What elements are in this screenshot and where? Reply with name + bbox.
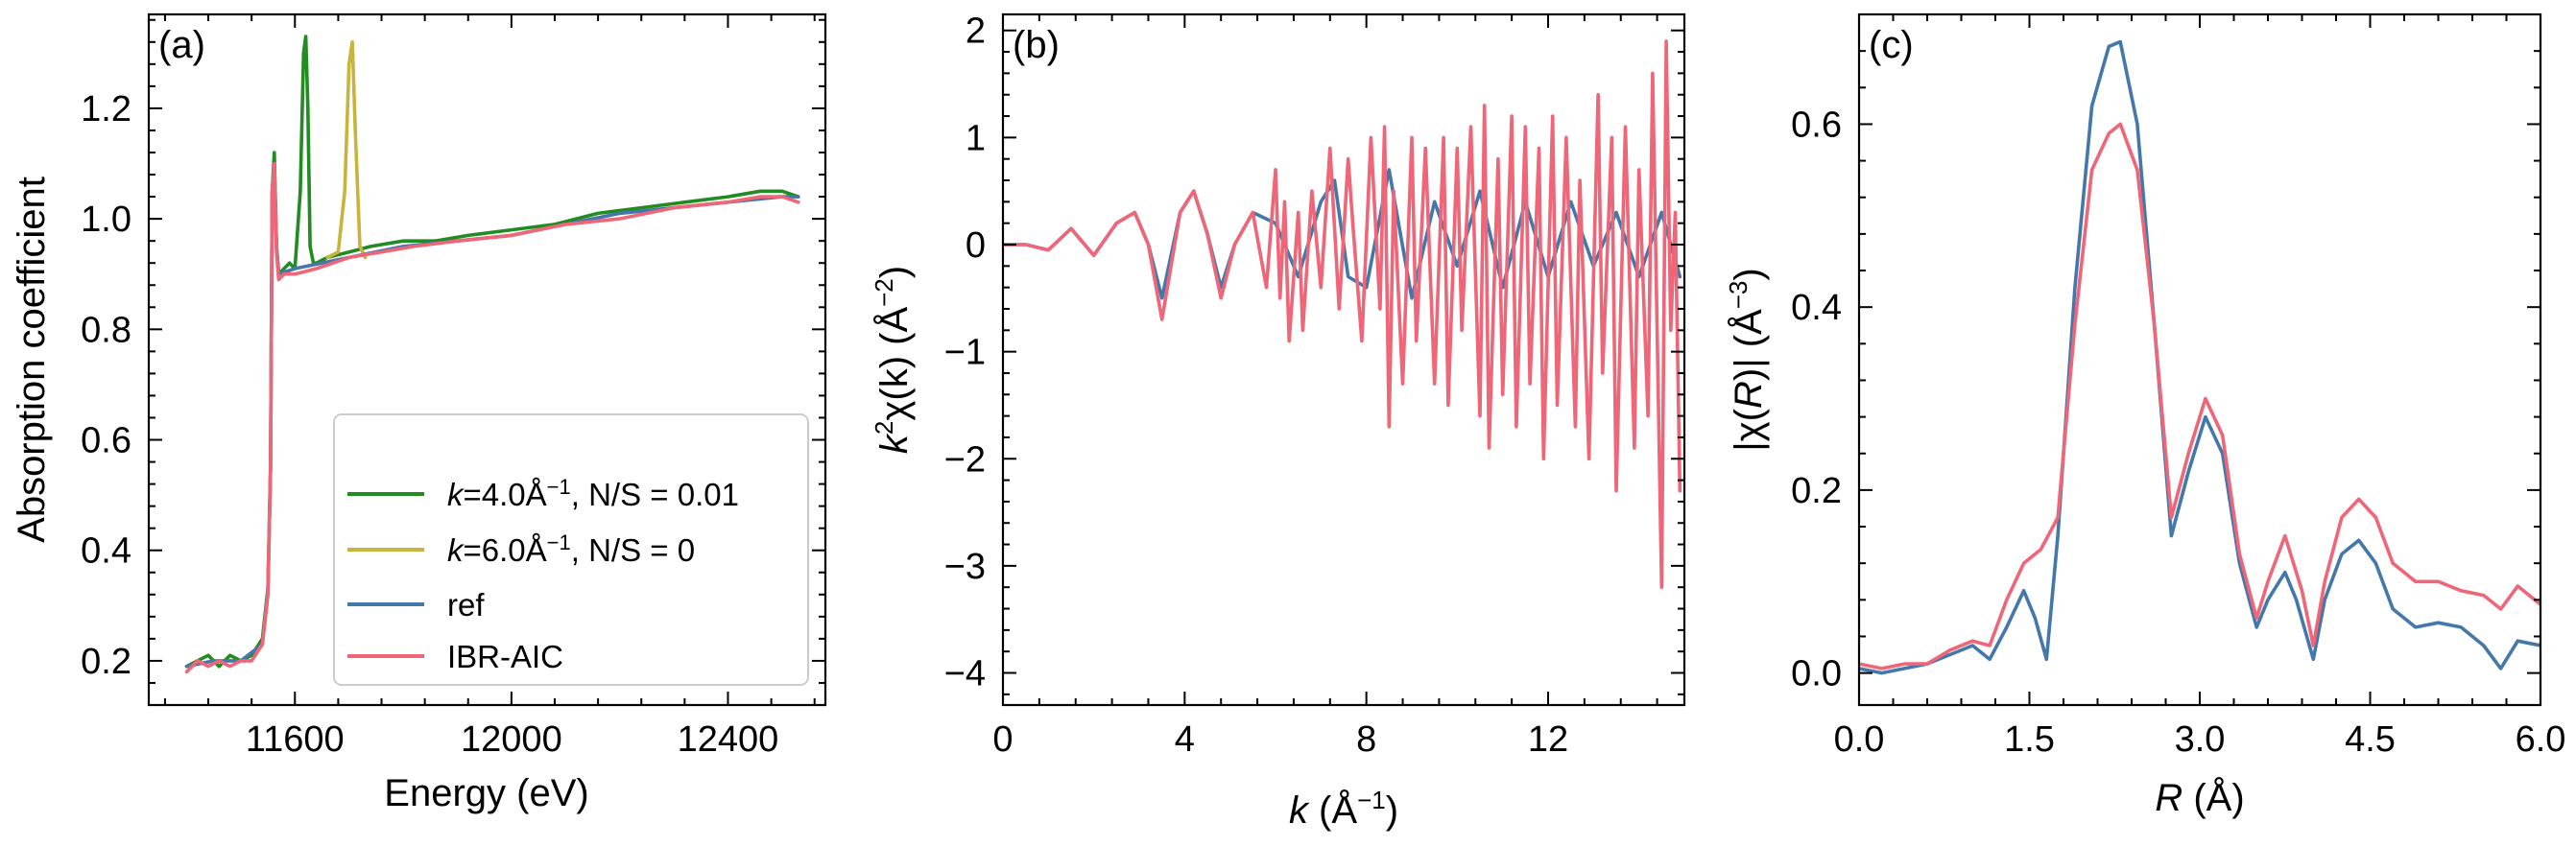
- panel-b-series-pink: [1003, 39, 1682, 590]
- panel-b-x-tick-label: 0: [992, 719, 1013, 760]
- panel-a-x-tick-label: 11600: [246, 719, 345, 760]
- panel-b-x-tick-label: 8: [1356, 719, 1376, 760]
- legend-label-ref: ref: [447, 587, 485, 623]
- panel-b-y-tick-label: 0: [966, 225, 986, 266]
- legend-label-yellow: k=6.0Å−1, N/S = 0: [447, 530, 695, 569]
- panel-c-ticks-layer: 0.0 1.5 3.0 4.5 6.0 0.0 0.2 0.4 0.6: [1791, 13, 2566, 760]
- panel-c-y-tick-label: 0.2: [1791, 471, 1842, 511]
- panel-a-letter: (a): [158, 24, 205, 66]
- panel-b-x-tick-label: 4: [1175, 719, 1195, 760]
- panel-c-series-layer: [1859, 39, 2540, 675]
- panel-c-y-tick-label: 0.6: [1791, 105, 1842, 145]
- panel-a-x-tick-label: 12400: [678, 719, 779, 760]
- panel-a-legend: k=4.0Å−1, N/S = 0.01 k=6.0Å−1, N/S = 0 r…: [333, 413, 809, 686]
- panel-a-y-tick-label: 1.0: [81, 200, 131, 240]
- panel-a: 11600 12000 12400 0.2 0.4 0.6 0.8 1.0 1.2 (a) En…: [11, 12, 827, 814]
- panel-a-y-tick-label: 0.2: [81, 642, 131, 682]
- panel-c-series-blue: [1859, 39, 2540, 675]
- panel-a-y-tick-label: 0.6: [81, 421, 131, 461]
- panel-c-series-pink: [1859, 122, 2540, 671]
- legend-label-green: k=4.0Å−1, N/S = 0.01: [447, 475, 739, 513]
- panel-c: 0.0 1.5 3.0 4.5 6.0 0.0 0.2 0.4 0.6 (c) R (Å) |χ…: [1724, 12, 2566, 819]
- panel-b-frame: [1001, 12, 1686, 707]
- legend-label-ibr-aic: IBR-AIC: [447, 639, 563, 674]
- panel-b-x-axis-label: k (Å−1): [1289, 786, 1398, 832]
- panel-c-x-tick-label: 4.5: [2345, 719, 2396, 760]
- panel-a-frame: [147, 12, 827, 707]
- panel-c-x-tick-label: 1.5: [2004, 719, 2055, 760]
- panel-c-y-tick-label: 0.0: [1791, 654, 1842, 694]
- panel-b-y-tick-label: 1: [966, 118, 986, 158]
- panel-a-y-axis-label: Absorption coefficient: [11, 176, 53, 543]
- panel-c-x-axis-label: R (Å): [2155, 776, 2244, 819]
- panel-a-x-axis-label: Energy (eV): [384, 772, 588, 814]
- panel-a-series-yellow: [325, 39, 368, 260]
- panel-a-y-tick-label: 0.4: [81, 531, 131, 572]
- panel-b-y-tick-label: −1: [944, 333, 986, 373]
- panel-b-y-axis-label: k2χ(k) (Å−2): [870, 266, 916, 454]
- panel-c-y-tick-label: 0.4: [1791, 288, 1842, 328]
- panel-a-ticks-layer: 11600 12000 12400 0.2 0.4 0.6 0.8 1.0 1.2: [81, 14, 825, 760]
- panel-b-series-layer: [1003, 39, 1682, 590]
- panel-c-y-axis-label: |χ(R)| (Å−3): [1724, 268, 1770, 451]
- panel-c-frame: [1857, 12, 2542, 707]
- legend-frame: [333, 413, 809, 686]
- panel-a-series-layer: [184, 35, 800, 674]
- panel-b-y-tick-label: −3: [944, 547, 986, 587]
- panel-a-y-tick-label: 1.2: [81, 89, 131, 129]
- panel-c-x-tick-label: 3.0: [2175, 719, 2226, 760]
- panel-b-x-tick-label: 12: [1528, 719, 1568, 760]
- panel-a-series-pink: [184, 161, 800, 674]
- panel-b-y-tick-label: −2: [944, 439, 986, 480]
- panel-a-y-tick-label: 0.8: [81, 310, 131, 350]
- panel-a-x-tick-label: 12000: [461, 719, 562, 760]
- panel-b-y-tick-label: 2: [966, 12, 986, 52]
- panel-b-letter: (b): [1013, 24, 1060, 66]
- panel-b-y-tick-label: −4: [944, 654, 986, 694]
- panel-c-letter: (c): [1869, 24, 1914, 66]
- panel-c-x-tick-label: 0.0: [1834, 719, 1885, 760]
- panel-c-x-tick-label: 6.0: [2516, 719, 2566, 760]
